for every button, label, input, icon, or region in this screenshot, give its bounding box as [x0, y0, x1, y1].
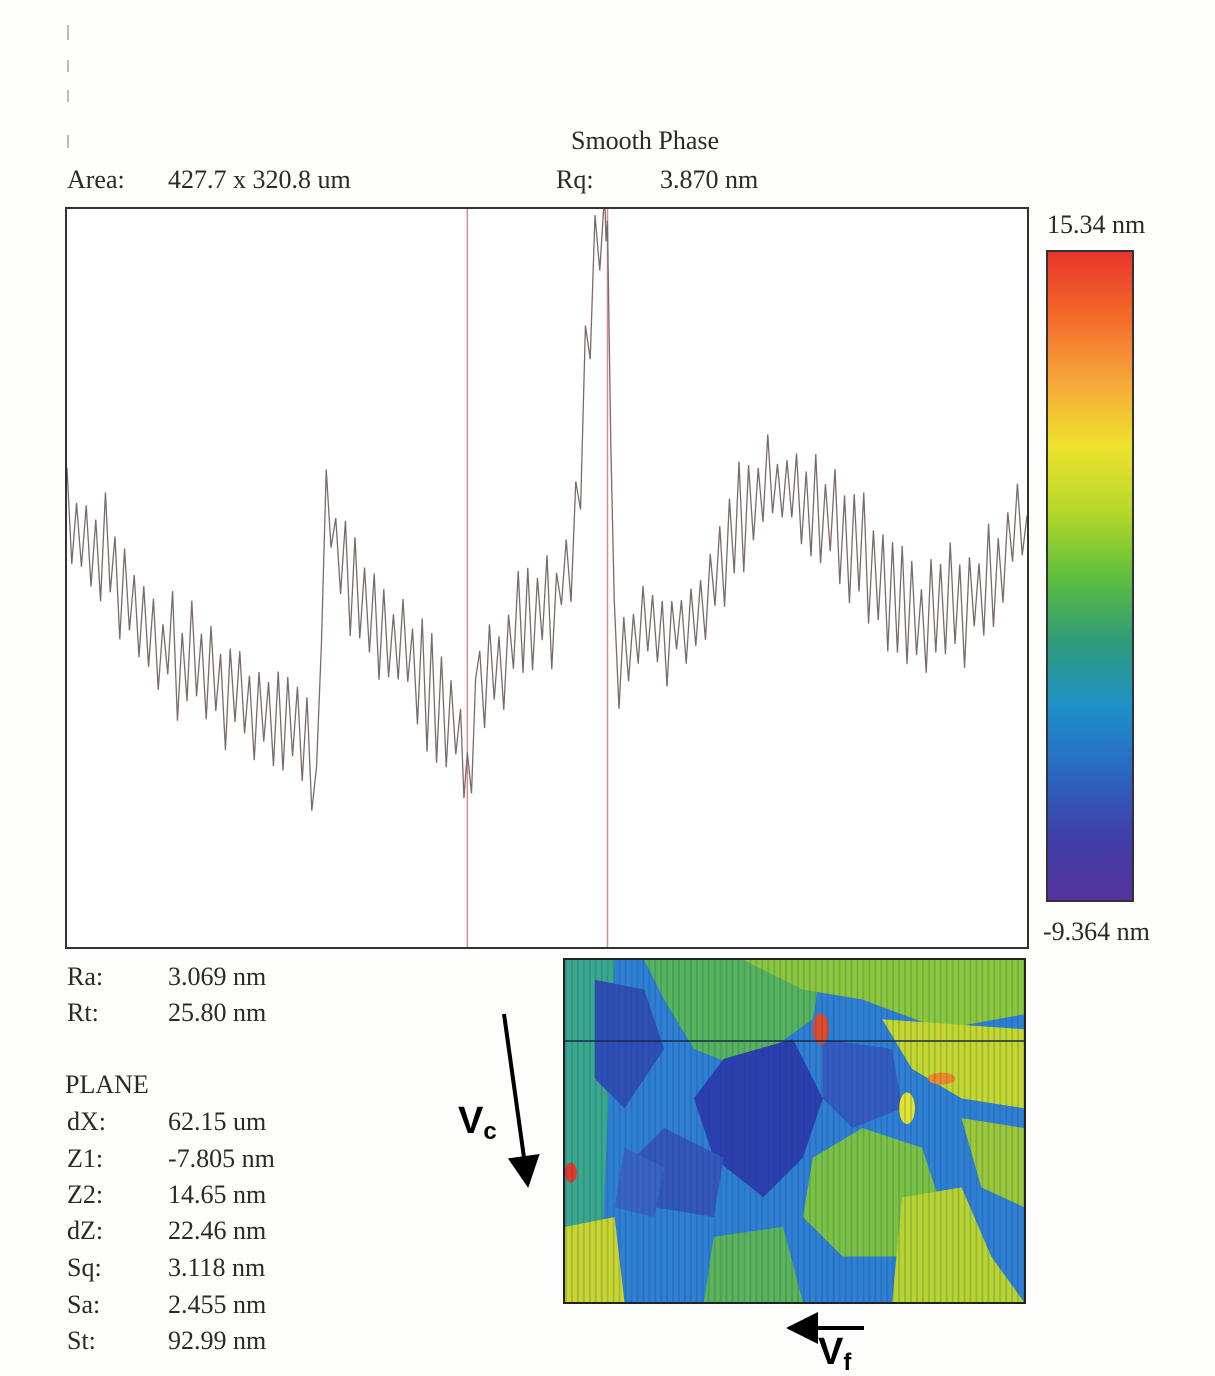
ra-label: Ra: [67, 962, 104, 991]
vf-arrow-icon [786, 1312, 864, 1344]
height-map [563, 958, 1026, 1304]
vc-label: Vc [458, 1100, 497, 1145]
plane-label-z2: Z2: [67, 1180, 104, 1209]
area-label: Area: [67, 165, 125, 194]
colorbar-min-label: -9.364 nm [1043, 917, 1150, 946]
area-value: 427.7 x 320.8 um [168, 165, 351, 194]
profile-plot [65, 207, 1029, 949]
plane-label-dx: dX: [67, 1107, 106, 1136]
colorbar [1046, 250, 1134, 902]
plane-value-st: 92.99 nm [168, 1326, 267, 1355]
rt-value: 25.80 nm [168, 998, 267, 1027]
plane-label-st: St: [67, 1326, 96, 1355]
plane-value-z2: 14.65 nm [168, 1180, 267, 1209]
plane-value-dz: 22.46 nm [168, 1216, 267, 1245]
colorbar-max-label: 15.34 nm [1047, 210, 1146, 239]
plane-label-sq: Sq: [67, 1253, 102, 1282]
plane-value-sa: 2.455 nm [168, 1290, 267, 1319]
plane-value-z1: -7.805 nm [168, 1144, 275, 1173]
plane-heading: PLANE [65, 1070, 149, 1099]
rq-value: 3.870 nm [660, 165, 759, 194]
plane-value-dx: 62.15 um [168, 1107, 267, 1136]
height-map-svg [565, 960, 1024, 1302]
profile-svg [67, 209, 1027, 947]
rt-label: Rt: [67, 998, 99, 1027]
ra-value: 3.069 nm [168, 962, 267, 991]
vc-arrow-icon [502, 1013, 540, 1188]
profile-series-line [67, 209, 1027, 811]
plane-value-sq: 3.118 nm [168, 1253, 266, 1282]
vf-label: Vf [818, 1331, 852, 1376]
plane-label-z1: Z1: [67, 1144, 104, 1173]
plane-label-dz: dZ: [67, 1216, 104, 1245]
rq-label: Rq: [556, 165, 594, 194]
chart-title: Smooth Phase [571, 126, 720, 155]
plane-label-sa: Sa: [67, 1290, 101, 1319]
scan-marks [67, 25, 69, 148]
